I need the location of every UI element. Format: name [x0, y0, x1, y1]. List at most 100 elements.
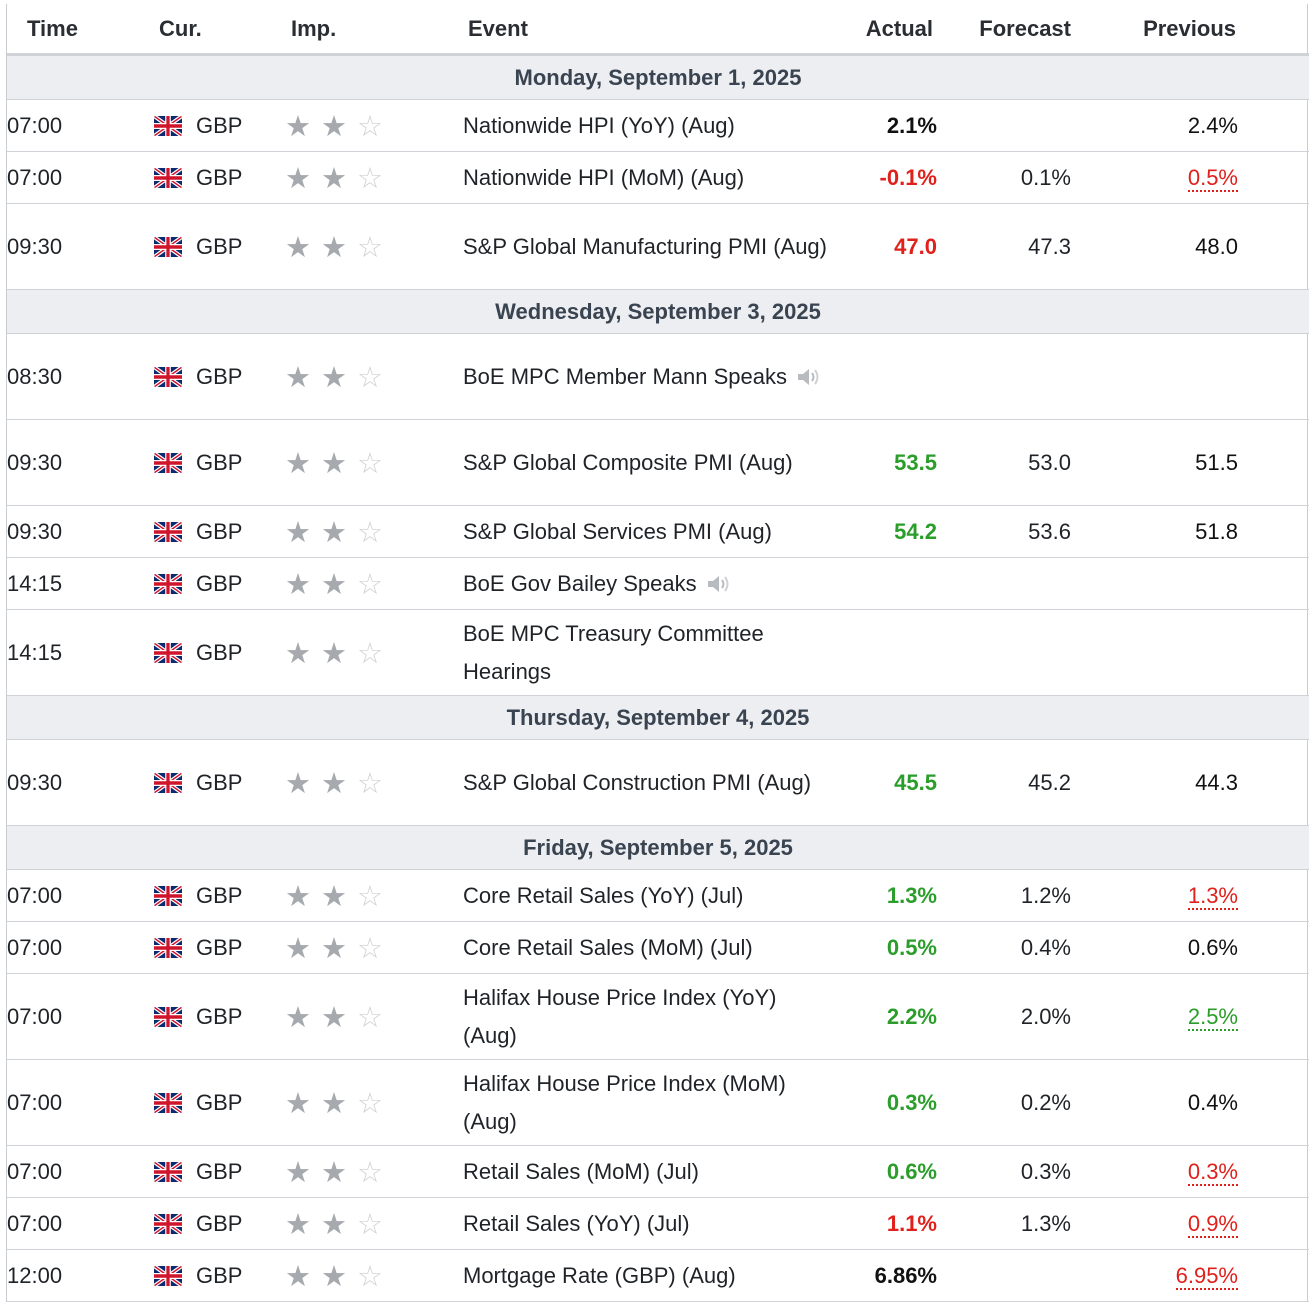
- event-currency: GBP: [196, 363, 243, 389]
- star-filled-icon: ★: [285, 568, 311, 601]
- event-previous-cell: [1071, 333, 1238, 420]
- table-row[interactable]: 07:00 GBP ★ ★ ☆ Core Retail Sales (MoM) (Jul…: [7, 921, 1309, 974]
- event-time: 08:30: [7, 333, 154, 420]
- speaker-icon: [705, 569, 731, 592]
- event-actual: 1.3%: [886, 882, 937, 908]
- event-previous[interactable]: 1.3%: [1187, 882, 1238, 910]
- event-currency: GBP: [196, 233, 243, 259]
- event-forecast: 0.3%: [937, 1145, 1071, 1198]
- day-header-row: Monday, September 1, 2025: [7, 54, 1309, 100]
- event-importance: ★ ★ ☆: [285, 505, 463, 558]
- table-row[interactable]: 09:30 GBP ★ ★ ☆ S&P Global Services PMI (Aug…: [7, 505, 1309, 558]
- event-previous: 51.8: [1195, 518, 1238, 544]
- star-empty-icon: ☆: [357, 932, 383, 965]
- event-name-link[interactable]: Nationwide HPI (YoY) (Aug): [463, 112, 735, 138]
- event-actual: 47.0: [894, 233, 937, 259]
- event-previous[interactable]: 2.5%: [1187, 1003, 1238, 1031]
- event-name-cell[interactable]: S&P Global Construction PMI (Aug): [463, 739, 828, 826]
- event-actual: 1.1%: [886, 1210, 937, 1236]
- star-filled-icon: ★: [321, 516, 347, 549]
- event-name-cell[interactable]: Nationwide HPI (YoY) (Aug): [463, 99, 828, 152]
- event-name-cell[interactable]: Retail Sales (YoY) (Jul): [463, 1197, 828, 1250]
- table-row[interactable]: 07:00 GBP ★ ★ ☆ Retail Sales (YoY) (Jul) 1.1%…: [7, 1197, 1309, 1250]
- star-empty-icon: ☆: [357, 880, 383, 913]
- event-previous[interactable]: 0.5%: [1187, 164, 1238, 192]
- event-name-cell[interactable]: BoE Gov Bailey Speaks: [463, 557, 828, 610]
- event-name-link[interactable]: S&P Global Construction PMI (Aug): [463, 769, 812, 795]
- event-name-cell[interactable]: S&P Global Manufacturing PMI (Aug): [463, 203, 828, 290]
- star-filled-icon: ★: [285, 880, 311, 913]
- event-name-link[interactable]: Halifax House Price Index (YoY) (Aug): [463, 984, 777, 1048]
- event-time: 09:30: [7, 739, 154, 826]
- event-forecast: 1.3%: [937, 1197, 1071, 1250]
- event-forecast: [937, 333, 1071, 420]
- table-row[interactable]: 09:30 GBP ★ ★ ☆ S&P Global Manufacturing PMI…: [7, 203, 1309, 290]
- table-row[interactable]: 07:00 GBP ★ ★ ☆ Nationwide HPI (MoM) (Aug) -0…: [7, 151, 1309, 204]
- event-name-cell[interactable]: Halifax House Price Index (MoM) (Aug): [463, 1059, 828, 1146]
- header-actual[interactable]: Actual: [828, 4, 937, 56]
- table-row[interactable]: 07:00 GBP ★ ★ ☆ Halifax House Price Index (M…: [7, 1059, 1309, 1146]
- event-previous: 44.3: [1195, 769, 1238, 795]
- header-previous[interactable]: Previous: [1071, 4, 1238, 56]
- row-spacer: [1238, 419, 1309, 506]
- table-row[interactable]: 07:00 GBP ★ ★ ☆ Nationwide HPI (YoY) (Aug) 2.…: [7, 99, 1309, 152]
- event-name-cell[interactable]: BoE MPC Member Mann Speaks: [463, 333, 828, 420]
- event-time: 07:00: [7, 869, 154, 922]
- header-forecast[interactable]: Forecast: [937, 4, 1071, 56]
- row-spacer: [1238, 973, 1309, 1060]
- event-actual: 6.86%: [874, 1262, 937, 1288]
- table-row[interactable]: 09:30 GBP ★ ★ ☆ S&P Global Construction PMI …: [7, 739, 1309, 826]
- header-event[interactable]: Event: [463, 4, 828, 56]
- event-name-cell[interactable]: S&P Global Services PMI (Aug): [463, 505, 828, 558]
- table-row[interactable]: 08:30 GBP ★ ★ ☆ BoE MPC Member Mann Speaks: [7, 333, 1309, 420]
- uk-flag-icon: [154, 115, 182, 136]
- event-name-cell[interactable]: BoE MPC Treasury Committee Hearings: [463, 609, 828, 696]
- event-name-link[interactable]: S&P Global Composite PMI (Aug): [463, 449, 793, 475]
- table-row[interactable]: 07:00 GBP ★ ★ ☆ Halifax House Price Index (Y…: [7, 973, 1309, 1060]
- event-name-cell[interactable]: Core Retail Sales (YoY) (Jul): [463, 869, 828, 922]
- event-forecast: 45.2: [937, 739, 1071, 826]
- event-time: 07:00: [7, 151, 154, 204]
- event-actual-cell: [828, 557, 937, 610]
- day-header-row: Wednesday, September 3, 2025: [7, 289, 1309, 334]
- event-name-link[interactable]: Retail Sales (MoM) (Jul): [463, 1158, 699, 1184]
- event-name-link[interactable]: Nationwide HPI (MoM) (Aug): [463, 164, 745, 190]
- star-filled-icon: ★: [285, 1001, 311, 1034]
- table-body: Monday, September 1, 2025 07:00 GBP ★ ★ ☆ Nat…: [7, 54, 1309, 1302]
- event-name-link[interactable]: BoE MPC Treasury Committee Hearings: [463, 620, 764, 684]
- event-name-link[interactable]: Core Retail Sales (YoY) (Jul): [463, 882, 744, 908]
- table-row[interactable]: 14:15 GBP ★ ★ ☆ BoE MPC Treasury Committee H…: [7, 609, 1309, 696]
- event-actual: 0.3%: [886, 1089, 937, 1115]
- event-name-cell[interactable]: S&P Global Composite PMI (Aug): [463, 419, 828, 506]
- row-spacer: [1238, 505, 1309, 558]
- star-filled-icon: ★: [285, 1156, 311, 1189]
- event-name-cell[interactable]: Core Retail Sales (MoM) (Jul): [463, 921, 828, 974]
- event-name-cell[interactable]: Halifax House Price Index (YoY) (Aug): [463, 973, 828, 1060]
- table-row[interactable]: 14:15 GBP ★ ★ ☆ BoE Gov Bailey Speaks: [7, 557, 1309, 610]
- event-name-cell[interactable]: Mortgage Rate (GBP) (Aug): [463, 1249, 828, 1302]
- event-name-link[interactable]: Halifax House Price Index (MoM) (Aug): [463, 1070, 786, 1134]
- event-name-link[interactable]: S&P Global Manufacturing PMI (Aug): [463, 233, 827, 259]
- event-name-link[interactable]: Mortgage Rate (GBP) (Aug): [463, 1262, 736, 1288]
- header-time[interactable]: Time: [7, 4, 154, 56]
- table-row[interactable]: 07:00 GBP ★ ★ ☆ Retail Sales (MoM) (Jul) 0.6%…: [7, 1145, 1309, 1198]
- event-name-link[interactable]: Retail Sales (YoY) (Jul): [463, 1210, 690, 1236]
- table-row[interactable]: 09:30 GBP ★ ★ ☆ S&P Global Composite PMI (Au…: [7, 419, 1309, 506]
- event-time: 07:00: [7, 1197, 154, 1250]
- event-previous[interactable]: 0.9%: [1187, 1210, 1238, 1238]
- event-previous[interactable]: 6.95%: [1175, 1262, 1238, 1290]
- event-importance: ★ ★ ☆: [285, 1145, 463, 1198]
- header-currency[interactable]: Cur.: [154, 4, 285, 56]
- event-name-link[interactable]: Core Retail Sales (MoM) (Jul): [463, 934, 753, 960]
- event-name-cell[interactable]: Nationwide HPI (MoM) (Aug): [463, 151, 828, 204]
- event-name-cell[interactable]: Retail Sales (MoM) (Jul): [463, 1145, 828, 1198]
- event-previous[interactable]: 0.3%: [1187, 1158, 1238, 1186]
- table-row[interactable]: 12:00 GBP ★ ★ ☆ Mortgage Rate (GBP) (Aug) 6.8…: [7, 1249, 1309, 1302]
- header-importance[interactable]: Imp.: [285, 4, 463, 56]
- event-name-link[interactable]: BoE MPC Member Mann Speaks: [463, 363, 788, 389]
- event-importance: ★ ★ ☆: [285, 1249, 463, 1302]
- table-row[interactable]: 07:00 GBP ★ ★ ☆ Core Retail Sales (YoY) (Jul…: [7, 869, 1309, 922]
- event-name-link[interactable]: BoE Gov Bailey Speaks: [463, 570, 697, 596]
- event-actual: 53.5: [894, 449, 937, 475]
- event-name-link[interactable]: S&P Global Services PMI (Aug): [463, 518, 772, 544]
